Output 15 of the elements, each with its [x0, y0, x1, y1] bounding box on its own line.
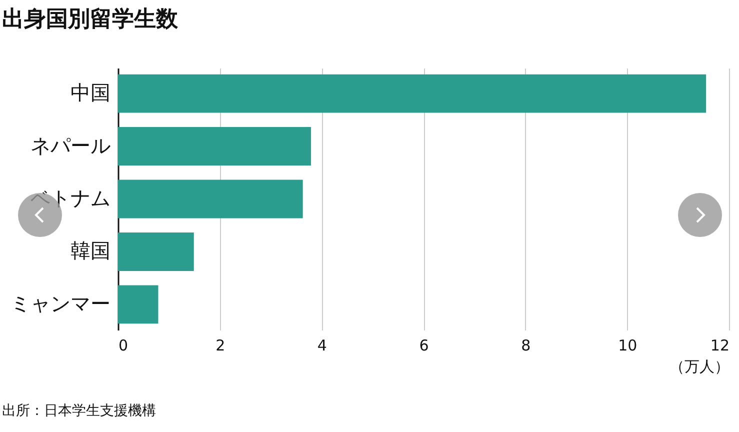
x-tick-label: 10 [618, 336, 638, 354]
y-tick-label: 韓国 [70, 238, 110, 263]
x-tick-label: 2 [216, 336, 226, 354]
y-tick-label: ミャンマー [10, 291, 110, 316]
x-tick-label: 4 [317, 336, 327, 354]
y-tick-label: 中国 [70, 80, 110, 105]
x-tick-label: 0 [118, 336, 128, 354]
x-axis-title: （万人） [670, 358, 730, 376]
x-tick-label: 12 [710, 336, 730, 354]
y-tick-label: ベトナム [30, 186, 110, 210]
text: 出所：日本学生支援機構 [2, 402, 156, 420]
x-tick-label: 6 [419, 336, 429, 354]
y-tick-label: ネパール [30, 133, 110, 158]
chart-title: 出身国別留学生数 [2, 6, 178, 34]
x-tick-label: 8 [521, 336, 531, 354]
